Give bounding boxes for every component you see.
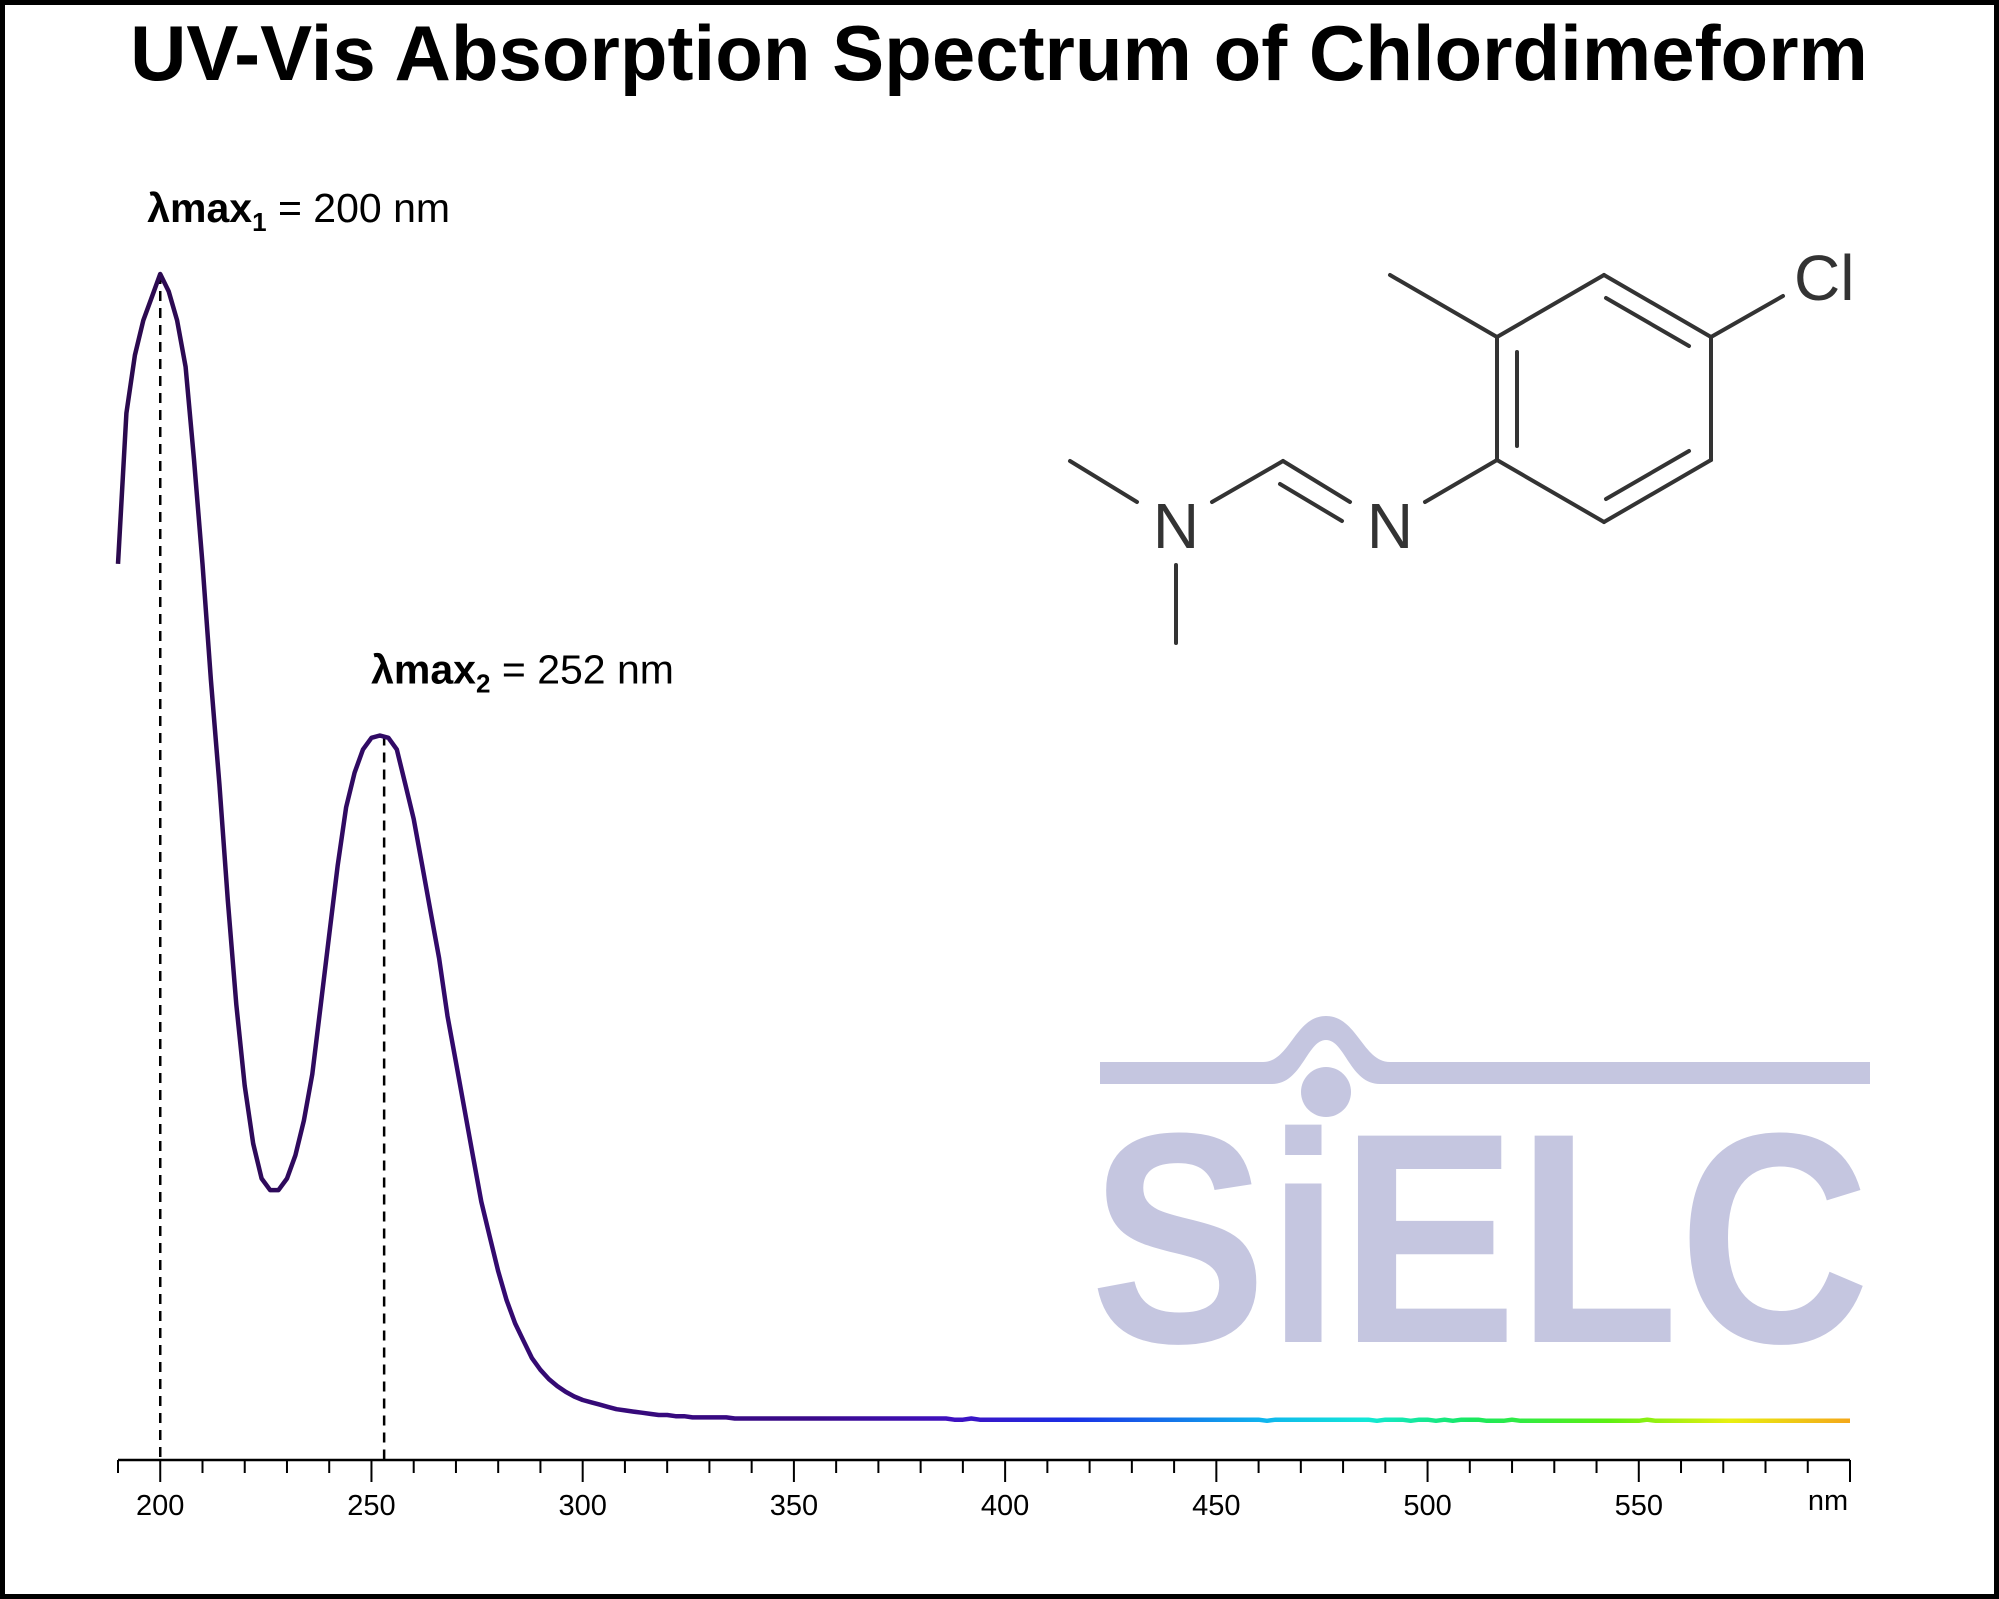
ring-double-bond bbox=[1604, 296, 1691, 348]
x-tick-label: 400 bbox=[981, 1490, 1029, 1522]
ring-bond bbox=[1495, 458, 1606, 524]
x-axis-unit-label: nm bbox=[1808, 1485, 1848, 1517]
ring-bond bbox=[1602, 458, 1713, 524]
nitrogen-atom-label: N bbox=[1153, 490, 1199, 562]
peak-label: λmax1 = 200 nm bbox=[147, 185, 450, 237]
nitrogen-atom-label: N bbox=[1367, 490, 1413, 562]
imine-double-bond bbox=[1281, 459, 1352, 504]
peak-label-value: = 200 nm bbox=[267, 185, 450, 231]
methyl-bond bbox=[1388, 273, 1499, 339]
x-tick-label: 200 bbox=[136, 1490, 184, 1522]
cl-bond bbox=[1709, 294, 1785, 339]
ring-double-bond bbox=[1604, 449, 1691, 501]
peak-label-subscript: 2 bbox=[476, 669, 490, 699]
spectrum-line bbox=[115, 271, 1850, 1424]
x-tick-label: 350 bbox=[770, 1490, 818, 1522]
peak-label-symbol: λmax bbox=[371, 647, 476, 693]
x-tick-label: 500 bbox=[1403, 1490, 1451, 1522]
chart-title: UV-Vis Absorption Spectrum of Chlordimef… bbox=[130, 9, 1868, 97]
x-tick-label: 550 bbox=[1615, 1490, 1663, 1522]
x-tick-label: 300 bbox=[558, 1490, 606, 1522]
x-axis: 200 250 300 350 400 450 500 550 nm bbox=[117, 1458, 1851, 1522]
n-aryl-bond bbox=[1423, 458, 1499, 504]
logo-dot bbox=[1301, 1067, 1351, 1117]
imine-double-bond bbox=[1278, 482, 1344, 523]
spectrum-series bbox=[115, 271, 1850, 1424]
c-n-bond bbox=[1210, 459, 1285, 504]
x-tick-label: 250 bbox=[347, 1490, 395, 1522]
logo-text: SiELC bbox=[1090, 1070, 1870, 1406]
ring-bond bbox=[1495, 273, 1606, 339]
x-tick-label: 450 bbox=[1192, 1490, 1240, 1522]
peak-label: λmax2 = 252 nm bbox=[371, 647, 674, 699]
peak-label-value: = 252 nm bbox=[490, 647, 673, 693]
sielc-watermark-logo: SiELC bbox=[1090, 1016, 1870, 1406]
peak-label-symbol: λmax bbox=[147, 185, 252, 231]
peak-label-subscript: 1 bbox=[252, 207, 266, 237]
chlorine-atom-label: Cl bbox=[1794, 242, 1854, 314]
chlordimeform-structure bbox=[1068, 273, 1785, 645]
logo-swoosh bbox=[1100, 1016, 1870, 1084]
ring-bond bbox=[1602, 273, 1713, 339]
n-methyl-bond bbox=[1068, 459, 1139, 504]
